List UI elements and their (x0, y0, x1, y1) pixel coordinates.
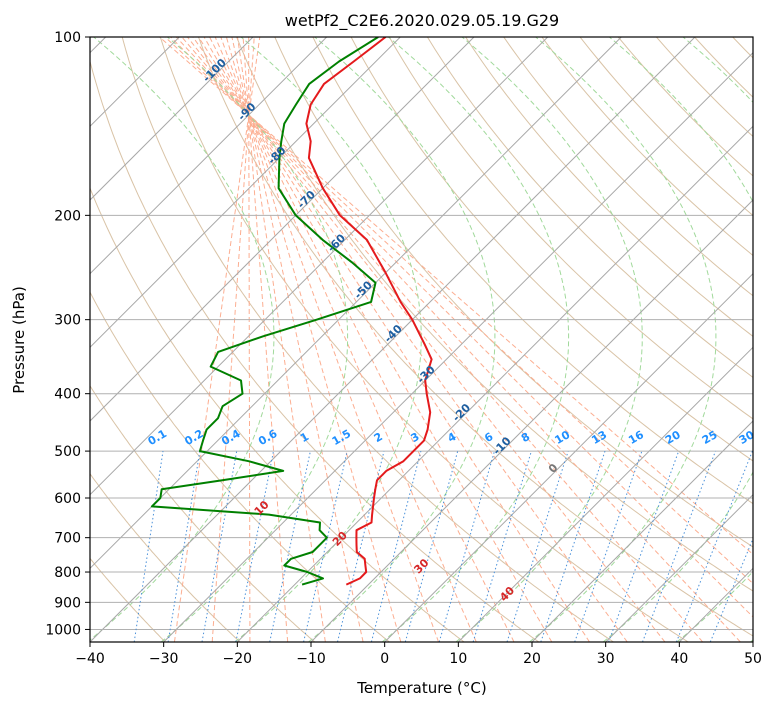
background-lines (90, 37, 753, 642)
saturation-curve (529, 37, 717, 642)
dry-adiabat (121, 37, 614, 642)
moist-adiabat (214, 37, 477, 642)
temperature-trace (305, 37, 433, 586)
dewpoint-trace (150, 37, 379, 586)
dry-adiabat (236, 37, 753, 592)
y-tick-label: 400 (54, 387, 81, 403)
mixing-ratio-line (472, 450, 532, 642)
y-tick-label: 600 (54, 491, 81, 507)
mixing-ratio-line (438, 450, 495, 642)
y-tick-label: 200 (54, 208, 81, 224)
mixing-ratio-line (608, 450, 680, 642)
y-tick-label: 700 (54, 531, 81, 547)
moist-adiabat (170, 37, 753, 618)
x-tick-label: 0 (380, 651, 389, 667)
saturation-curve (160, 37, 349, 642)
sounding-traces (150, 37, 433, 586)
y-tick-label: 800 (54, 565, 81, 581)
isotherm-line (90, 37, 549, 496)
dry-adiabat (350, 37, 753, 462)
mixing-ratio-line (540, 450, 606, 642)
axis-ticks: −40 −30 −20 −10 0 10 20 30 40 50 100 200 300 400 500 60… (45, 30, 762, 667)
mixing-ratio-line (235, 451, 274, 642)
x-tick-label: 40 (670, 651, 688, 667)
moist-adiabat (220, 37, 440, 642)
isotherm-line (310, 199, 753, 642)
saturation-curve (381, 37, 570, 642)
mixing-ratio-line (133, 451, 164, 642)
isotherm-line (90, 37, 696, 642)
mixing-ratio-line (337, 450, 385, 642)
isotherm-line (457, 346, 753, 642)
mixing-ratio-line (167, 451, 201, 642)
x-axis-label: Temperature (°C) (356, 679, 486, 697)
moist-adiabat (231, 37, 364, 642)
x-tick-label: 20 (523, 651, 541, 667)
isotherm-line (90, 37, 328, 275)
saturation-curve (90, 37, 275, 641)
plot-frame (89, 36, 754, 643)
moist-adiabat (187, 37, 666, 642)
dry-adiabat (388, 37, 753, 420)
moist-adiabat (198, 37, 590, 642)
moist-adiabat (159, 37, 753, 555)
dry-adiabat (90, 472, 241, 642)
mixing-ratio-line (303, 450, 348, 642)
moist-adiabat (225, 37, 402, 642)
moist-adiabat (173, 37, 261, 642)
mixing-ratio-line (370, 450, 422, 642)
y-tick-label: 900 (54, 595, 81, 611)
mixing-ratio-line (574, 450, 643, 642)
dry-adiabat (465, 37, 753, 338)
y-tick-label: 1000 (45, 622, 81, 638)
saturation-curve (602, 37, 753, 642)
x-tick-label: 30 (597, 651, 615, 667)
dry-adiabat (90, 291, 390, 642)
moist-adiabat (175, 37, 741, 642)
mixing-ratio-label: 36 (774, 428, 775, 447)
isotherm-line (236, 125, 753, 642)
x-tick-label: −20 (223, 651, 253, 667)
isotherm-line (531, 420, 753, 642)
y-tick-label: 500 (54, 444, 81, 460)
moist-adiabat (242, 37, 289, 642)
dry-adiabat (90, 59, 540, 642)
mixing-ratio-line (201, 451, 238, 642)
x-tick-label: 10 (449, 651, 467, 667)
moist-adiabat (209, 37, 515, 642)
dry-adiabat (90, 384, 316, 642)
isotherm-line (90, 37, 622, 570)
isotherm-line (605, 493, 753, 642)
saturation-curve (455, 37, 643, 642)
isotherm-line (90, 37, 475, 422)
y-tick-label: 100 (54, 30, 81, 46)
moist-adiabat (211, 37, 255, 642)
y-axis-label: Pressure (hPa) (10, 286, 28, 394)
chart-title: wetPf2_C2E6.2020.029.05.19.G29 (285, 11, 559, 31)
moist-adiabat (203, 37, 553, 642)
moist-adiabat (164, 37, 753, 585)
x-tick-label: 50 (744, 651, 762, 667)
isotherm-line (90, 37, 254, 201)
dry-adiabat (503, 37, 753, 297)
dry-adiabat (90, 186, 465, 642)
moist-adiabat (192, 37, 628, 642)
isotherm-line (163, 51, 753, 642)
mixing-ratio-line (506, 450, 569, 642)
x-tick-label: −10 (296, 651, 326, 667)
moist-adiabat (181, 37, 704, 642)
y-tick-label: 300 (54, 313, 81, 329)
isotherm-line (90, 37, 401, 349)
x-tick-label: −40 (75, 651, 105, 667)
dry-adiabat (90, 557, 166, 642)
dry-adiabat (426, 37, 753, 379)
saturation-curve (308, 37, 496, 642)
moist-adiabat (248, 37, 251, 642)
mixing-ratio-line (404, 450, 459, 642)
x-tick-label: −30 (149, 651, 179, 667)
mixing-ratio-line (269, 450, 311, 642)
isotherm-line (384, 272, 753, 642)
dry-adiabat (312, 37, 753, 505)
